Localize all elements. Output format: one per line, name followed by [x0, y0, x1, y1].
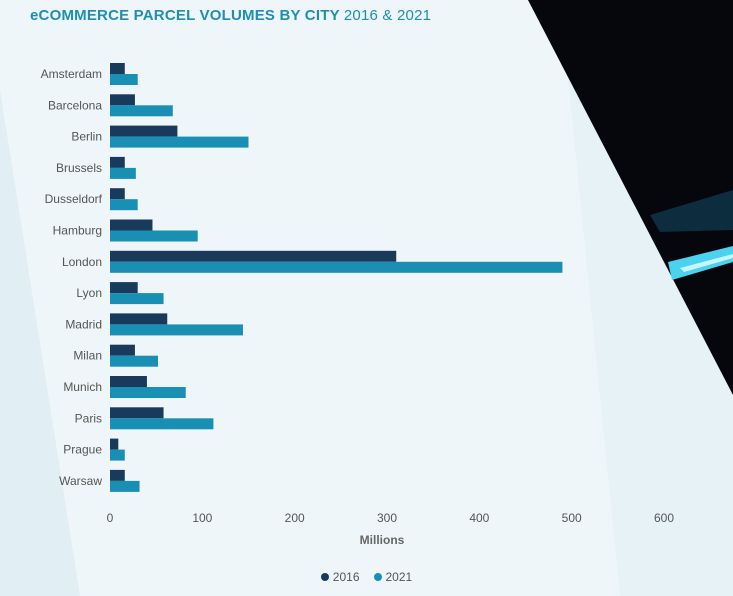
bar-paris-2016 [110, 407, 164, 419]
bar-berlin-2016 [110, 125, 178, 137]
category-label-brussels: Brussels [56, 161, 102, 175]
x-tick-label-300: 300 [377, 511, 397, 525]
legend: 2016 2021 [0, 570, 733, 584]
legend-item-2021: 2021 [373, 570, 413, 584]
bar-lyon-2016 [110, 282, 138, 294]
category-label-hamburg: Hamburg [53, 224, 102, 238]
bar-lyon-2021 [110, 293, 164, 305]
category-label-berlin: Berlin [71, 130, 102, 144]
bar-london-2016 [110, 250, 397, 262]
category-label-london: London [62, 255, 102, 269]
category-label-madrid: Madrid [65, 317, 102, 331]
bar-madrid-2016 [110, 313, 168, 325]
category-label-paris: Paris [75, 411, 102, 425]
dark-corner-graphic [528, 0, 733, 395]
bar-london-2021 [110, 261, 563, 273]
bar-milan-2021 [110, 355, 159, 367]
legend-swatch-2021 [373, 573, 382, 581]
legend-label-2021: 2021 [385, 570, 413, 584]
bar-dusseldorf-2021 [110, 199, 138, 211]
x-tick-label-200: 200 [285, 511, 305, 525]
legend-swatch-2016 [320, 573, 329, 581]
bar-amsterdam-2021 [110, 74, 138, 85]
bar-dusseldorf-2016 [110, 188, 125, 200]
bar-hamburg-2021 [110, 230, 198, 242]
x-tick-label-500: 500 [562, 511, 582, 525]
category-label-milan: Milan [73, 349, 102, 363]
category-label-barcelona: Barcelona [48, 98, 102, 112]
bar-prague-2016 [110, 438, 119, 450]
bar-barcelona-2021 [110, 105, 173, 117]
bar-barcelona-2016 [110, 94, 135, 106]
bar-warsaw-2021 [110, 480, 140, 492]
x-tick-label-0: 0 [107, 511, 114, 525]
chart-title-sub: 2016 & 2021 [343, 7, 432, 24]
category-label-lyon: Lyon [76, 286, 102, 300]
category-label-dusseldorf: Dusseldorf [45, 192, 103, 206]
legend-label-2016: 2016 [332, 570, 360, 584]
bar-amsterdam-2016 [110, 63, 125, 74]
chart-title: eCOMMERCE PARCEL VOLUMES BY CITY 2016 & … [30, 7, 431, 24]
bar-hamburg-2016 [110, 219, 153, 231]
bar-paris-2021 [110, 418, 214, 430]
bar-brussels-2021 [110, 167, 136, 179]
bar-munich-2021 [110, 387, 186, 398]
bar-prague-2021 [110, 449, 125, 461]
bar-munich-2016 [110, 376, 147, 387]
category-label-munich: Munich [63, 380, 102, 394]
bar-berlin-2021 [110, 136, 249, 148]
chart-title-main: eCOMMERCE PARCEL VOLUMES BY CITY [30, 7, 340, 24]
x-tick-label-100: 100 [192, 511, 212, 525]
x-tick-label-400: 400 [469, 511, 489, 525]
category-label-prague: Prague [63, 443, 102, 457]
category-label-warsaw: Warsaw [59, 474, 102, 488]
legend-item-2016: 2016 [320, 570, 360, 584]
x-tick-label-600: 600 [654, 511, 674, 525]
x-axis-title: Millions [360, 533, 405, 547]
bar-madrid-2021 [110, 324, 243, 336]
bar-warsaw-2016 [110, 469, 125, 481]
category-label-amsterdam: Amsterdam [41, 67, 102, 81]
bar-milan-2016 [110, 344, 135, 356]
bar-brussels-2016 [110, 156, 125, 168]
